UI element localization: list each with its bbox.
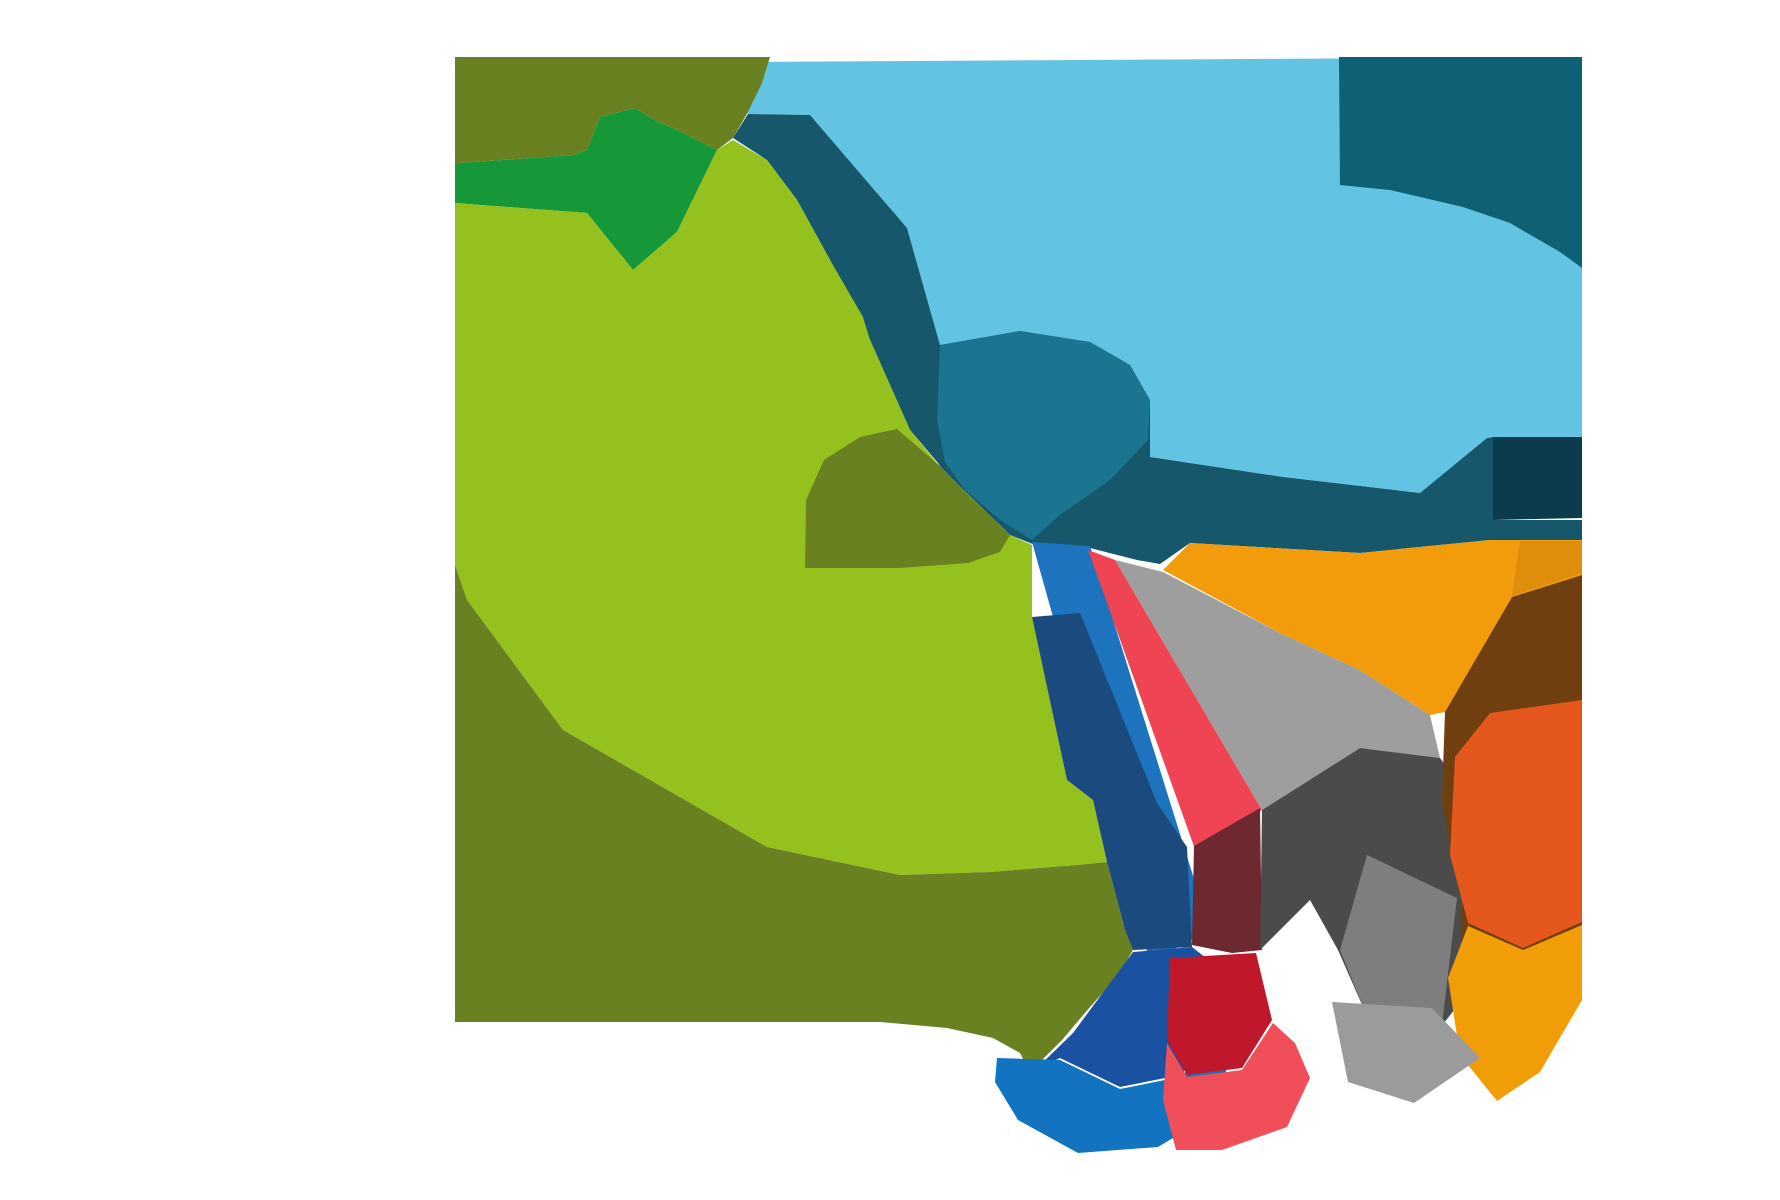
- dark-green-wedge: [455, 108, 717, 270]
- red-side-wall: [1192, 808, 1262, 953]
- red-slice-top-strip: [1088, 550, 1262, 852]
- pie-regions: [455, 57, 1582, 1153]
- light-gray-fragment: [1332, 1002, 1480, 1103]
- vermillion-fragment: [1450, 700, 1582, 948]
- light-green-slice-top: [455, 140, 1107, 875]
- gray-slice-top-strip: [1115, 560, 1440, 810]
- teal-center-lobe: [937, 331, 1150, 540]
- olive-bottom-side: [455, 565, 1133, 1072]
- amber-fragment: [1448, 925, 1582, 1101]
- crimson-fragment: [1167, 953, 1272, 1075]
- orange-slice-top: [1163, 540, 1582, 715]
- navy-corner-block: [1493, 437, 1582, 520]
- olive-top-left: [455, 57, 770, 163]
- salmon-fragment: [1163, 1023, 1310, 1150]
- olive-inner-hole: [805, 429, 1010, 568]
- orange-shaded-corner: [1512, 541, 1582, 596]
- blue-side-wall: [1032, 613, 1192, 950]
- teal-top-right-wedge: [1339, 57, 1582, 268]
- medium-gray-fragment: [1340, 855, 1457, 1033]
